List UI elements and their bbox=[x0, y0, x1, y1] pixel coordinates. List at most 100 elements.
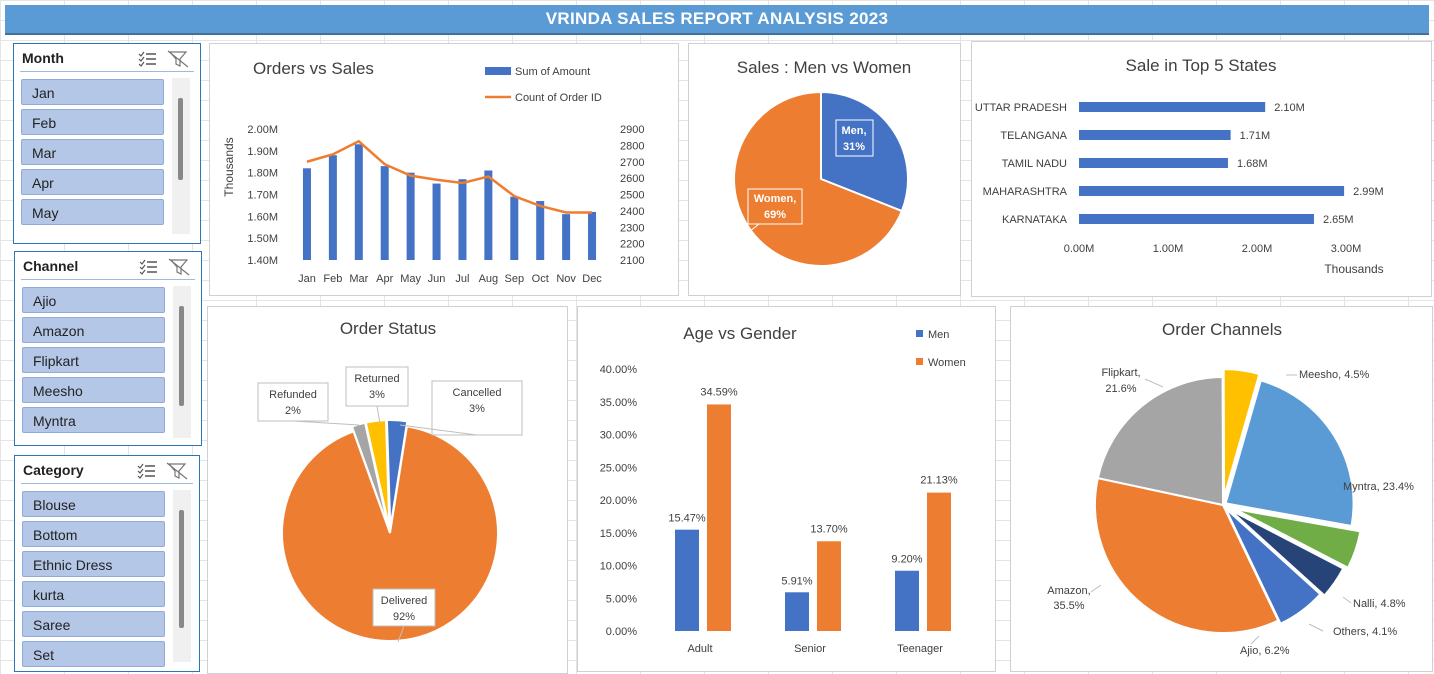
bar-karnataka bbox=[1079, 214, 1314, 224]
label-flipkart-name: Flipkart, bbox=[1101, 367, 1140, 379]
men-data-label-name: Men, bbox=[841, 125, 866, 137]
bar-uttar-pradesh bbox=[1079, 102, 1266, 112]
channel-slicer[interactable]: Channel Ajio Amazon Flipkart Meesho Myntra bbox=[14, 251, 202, 446]
slicer-item-feb[interactable]: Feb bbox=[21, 109, 164, 135]
refunded-callout-leader bbox=[292, 420, 360, 426]
y-tick-label: 40.00% bbox=[600, 364, 638, 376]
channel-slicer-scrollbar[interactable] bbox=[173, 286, 191, 438]
y-left-tick-label: 2.00M bbox=[247, 124, 278, 136]
label-others: Others, 4.1% bbox=[1333, 626, 1397, 638]
legend-label-count-of-order-id: Count of Order ID bbox=[515, 92, 602, 104]
slicer-item-ajio[interactable]: Ajio bbox=[22, 287, 165, 313]
y-right-tick-label: 2700 bbox=[620, 157, 644, 169]
slicer-item-blouse[interactable]: Blouse bbox=[22, 491, 165, 517]
clear-filter-icon[interactable] bbox=[167, 50, 189, 68]
sales-men-women-panel: Sales : Men vs Women Men, 31% Women, 69% bbox=[688, 43, 961, 296]
women-data-label-box bbox=[747, 188, 803, 225]
legend-label-sum-of-amount: Sum of Amount bbox=[515, 66, 590, 78]
clear-filter-icon[interactable] bbox=[168, 258, 190, 276]
line-count-of-order-id bbox=[306, 139, 593, 214]
x-tick-label: 2.00M bbox=[1242, 243, 1273, 255]
channel-slice-ajio bbox=[1224, 507, 1322, 626]
order-channels-panel: Order Channels Myntra, 23.4% Nalli, 4.8% Ot… bbox=[1010, 306, 1433, 672]
bar-sum-of-amount-dec bbox=[588, 211, 597, 260]
x-tick-label: Jan bbox=[298, 273, 316, 285]
bar-women-teenager bbox=[927, 492, 951, 631]
women-label-leader bbox=[748, 223, 760, 233]
month-slicer-scrollbar[interactable] bbox=[172, 78, 190, 234]
slicer-item-amazon[interactable]: Amazon bbox=[22, 317, 165, 343]
slicer-item-bottom[interactable]: Bottom bbox=[22, 521, 165, 547]
report-title-banner: VRINDA SALES REPORT ANALYSIS 2023 bbox=[5, 5, 1429, 35]
channel-slice-flipkart bbox=[1096, 375, 1225, 507]
x-tick-label: Sep bbox=[505, 273, 525, 285]
y-tick-label: 30.00% bbox=[600, 430, 638, 442]
slicer-item-mar[interactable]: Mar bbox=[21, 139, 164, 165]
value-label-uttar-pradesh: 2.10M bbox=[1274, 102, 1305, 114]
slicer-item-apr[interactable]: Apr bbox=[21, 169, 164, 195]
multi-select-icon[interactable] bbox=[137, 463, 155, 479]
x-tick-label: Apr bbox=[376, 273, 393, 285]
slicer-item-saree[interactable]: Saree bbox=[22, 611, 165, 637]
slicer-item-meesho[interactable]: Meesho bbox=[22, 377, 165, 403]
category-slicer-scrollbar[interactable] bbox=[173, 490, 191, 662]
bar-tamil-nadu bbox=[1079, 158, 1228, 168]
x-tick-label: Dec bbox=[582, 273, 602, 285]
y-tick-label: 35.00% bbox=[600, 397, 638, 409]
scrollbar-thumb[interactable] bbox=[179, 510, 184, 628]
data-label-men-senior: 5.91% bbox=[781, 575, 812, 587]
slicer-divider bbox=[20, 71, 194, 72]
returned-callout-leader bbox=[376, 405, 381, 425]
x-tick-label: 1.00M bbox=[1153, 243, 1184, 255]
x-tick-label-adult: Adult bbox=[687, 643, 712, 655]
label-amazon-name: Amazon, bbox=[1047, 585, 1090, 597]
women-data-label-name: Women, bbox=[754, 193, 797, 205]
data-label-women-teenager: 21.13% bbox=[920, 475, 958, 487]
label-meesho: Meesho, 4.5% bbox=[1299, 369, 1370, 381]
scrollbar-thumb[interactable] bbox=[178, 98, 183, 180]
multi-select-icon[interactable] bbox=[138, 51, 156, 67]
scrollbar-thumb[interactable] bbox=[179, 306, 184, 406]
state-label-telangana: TELANGANA bbox=[1000, 130, 1067, 142]
y-right-tick-label: 2200 bbox=[620, 239, 644, 251]
cancelled-callout-box bbox=[431, 380, 523, 436]
order-status-panel: Order Status Refunded 2% Returned 3% Cancelle… bbox=[207, 306, 568, 674]
multi-select-icon[interactable] bbox=[139, 259, 157, 275]
slicer-item-jan[interactable]: Jan bbox=[21, 79, 164, 105]
category-slicer-header: Category bbox=[23, 462, 84, 478]
x-tick-label: Aug bbox=[479, 273, 499, 285]
bar-sum-of-amount-oct bbox=[536, 201, 545, 260]
channel-slice-nalli bbox=[1233, 507, 1362, 570]
data-label-women-adult: 34.59% bbox=[700, 386, 738, 398]
y-right-tick-label: 2900 bbox=[620, 124, 644, 136]
leader-others bbox=[1308, 623, 1324, 632]
data-label-men-teenager: 9.20% bbox=[891, 554, 922, 566]
label-ajio: Ajio, 6.2% bbox=[1240, 645, 1290, 657]
y-tick-label: 0.00% bbox=[606, 626, 637, 638]
x-tick-label: Jun bbox=[428, 273, 446, 285]
slicer-item-myntra[interactable]: Myntra bbox=[22, 407, 165, 433]
y-left-tick-label: 1.90M bbox=[247, 146, 278, 158]
month-slicer[interactable]: Month Jan Feb Mar Apr May bbox=[13, 43, 201, 244]
slicer-item-flipkart[interactable]: Flipkart bbox=[22, 347, 165, 373]
state-label-maharashtra: MAHARASHTRA bbox=[983, 186, 1068, 198]
slicer-item-kurta[interactable]: kurta bbox=[22, 581, 165, 607]
y-right-tick-label: 2500 bbox=[620, 190, 644, 202]
y-left-tick-label: 1.80M bbox=[247, 168, 278, 180]
y-left-tick-label: 1.60M bbox=[247, 211, 278, 223]
leader-ajio bbox=[1250, 635, 1260, 645]
women-data-label-value: 69% bbox=[764, 209, 786, 221]
slicer-item-set[interactable]: Set bbox=[22, 641, 165, 667]
y-right-tick-label: 2600 bbox=[620, 173, 644, 185]
y-right-tick-label: 2400 bbox=[620, 206, 644, 218]
slicer-item-may[interactable]: May bbox=[21, 199, 164, 225]
value-label-karnataka: 2.65M bbox=[1323, 214, 1354, 226]
returned-callout-name: Returned bbox=[354, 373, 399, 385]
category-slicer[interactable]: Category Blouse Bottom Ethnic Dress kurta Sar… bbox=[14, 455, 200, 672]
clear-filter-icon[interactable] bbox=[166, 462, 188, 480]
x-axis-label: Thousands bbox=[1324, 262, 1383, 276]
delivered-callout-value: 92% bbox=[393, 611, 415, 623]
y-left-tick-label: 1.70M bbox=[247, 190, 278, 202]
slicer-item-ethnic-dress[interactable]: Ethnic Dress bbox=[22, 551, 165, 577]
report-title: VRINDA SALES REPORT ANALYSIS 2023 bbox=[545, 9, 889, 28]
